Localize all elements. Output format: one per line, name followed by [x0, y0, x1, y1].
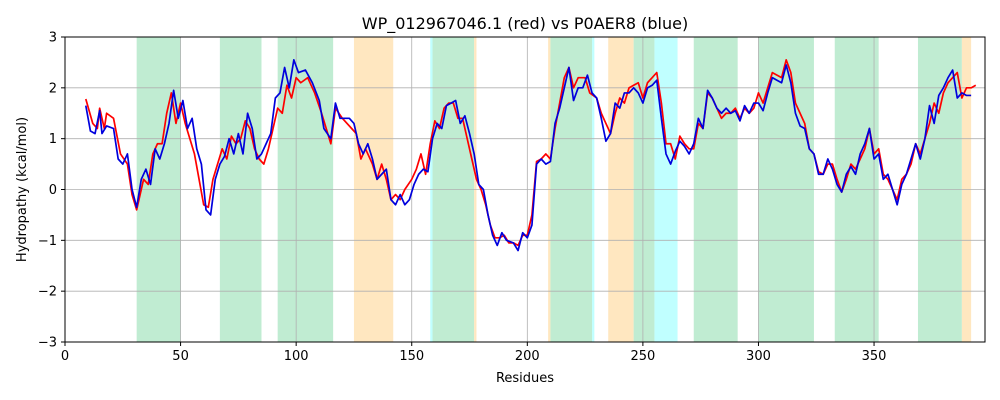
x-tick-label: 100 — [284, 349, 309, 364]
x-tick-label: 150 — [399, 349, 424, 364]
chart-title: WP_012967046.1 (red) vs P0AER8 (blue) — [362, 14, 688, 34]
series-lines — [84, 59, 977, 252]
y-tick-label: 1 — [49, 132, 57, 147]
y-axis-ticks: −3 −2 −1 0 1 2 3 — [38, 31, 65, 351]
y-tick-label: −3 — [38, 336, 57, 351]
y-tick-label: −2 — [38, 285, 57, 300]
x-tick-label: 0 — [61, 349, 69, 364]
x-tick-label: 300 — [746, 349, 771, 364]
y-tick-label: −1 — [38, 234, 57, 249]
x-tick-label: 200 — [515, 349, 540, 364]
x-tick-label: 350 — [862, 349, 887, 364]
y-tick-label: 2 — [49, 81, 57, 96]
x-axis-ticks: 0 50 100 150 200 250 300 350 — [61, 342, 887, 364]
series-line-blue — [84, 59, 972, 252]
y-tick-label: 3 — [49, 31, 57, 46]
y-tick-label: 0 — [49, 183, 57, 198]
y-axis-label: Hydropathy (kcal/mol) — [15, 117, 30, 262]
x-tick-label: 250 — [630, 349, 655, 364]
x-tick-label: 50 — [172, 349, 189, 364]
x-axis-label: Residues — [496, 371, 554, 386]
